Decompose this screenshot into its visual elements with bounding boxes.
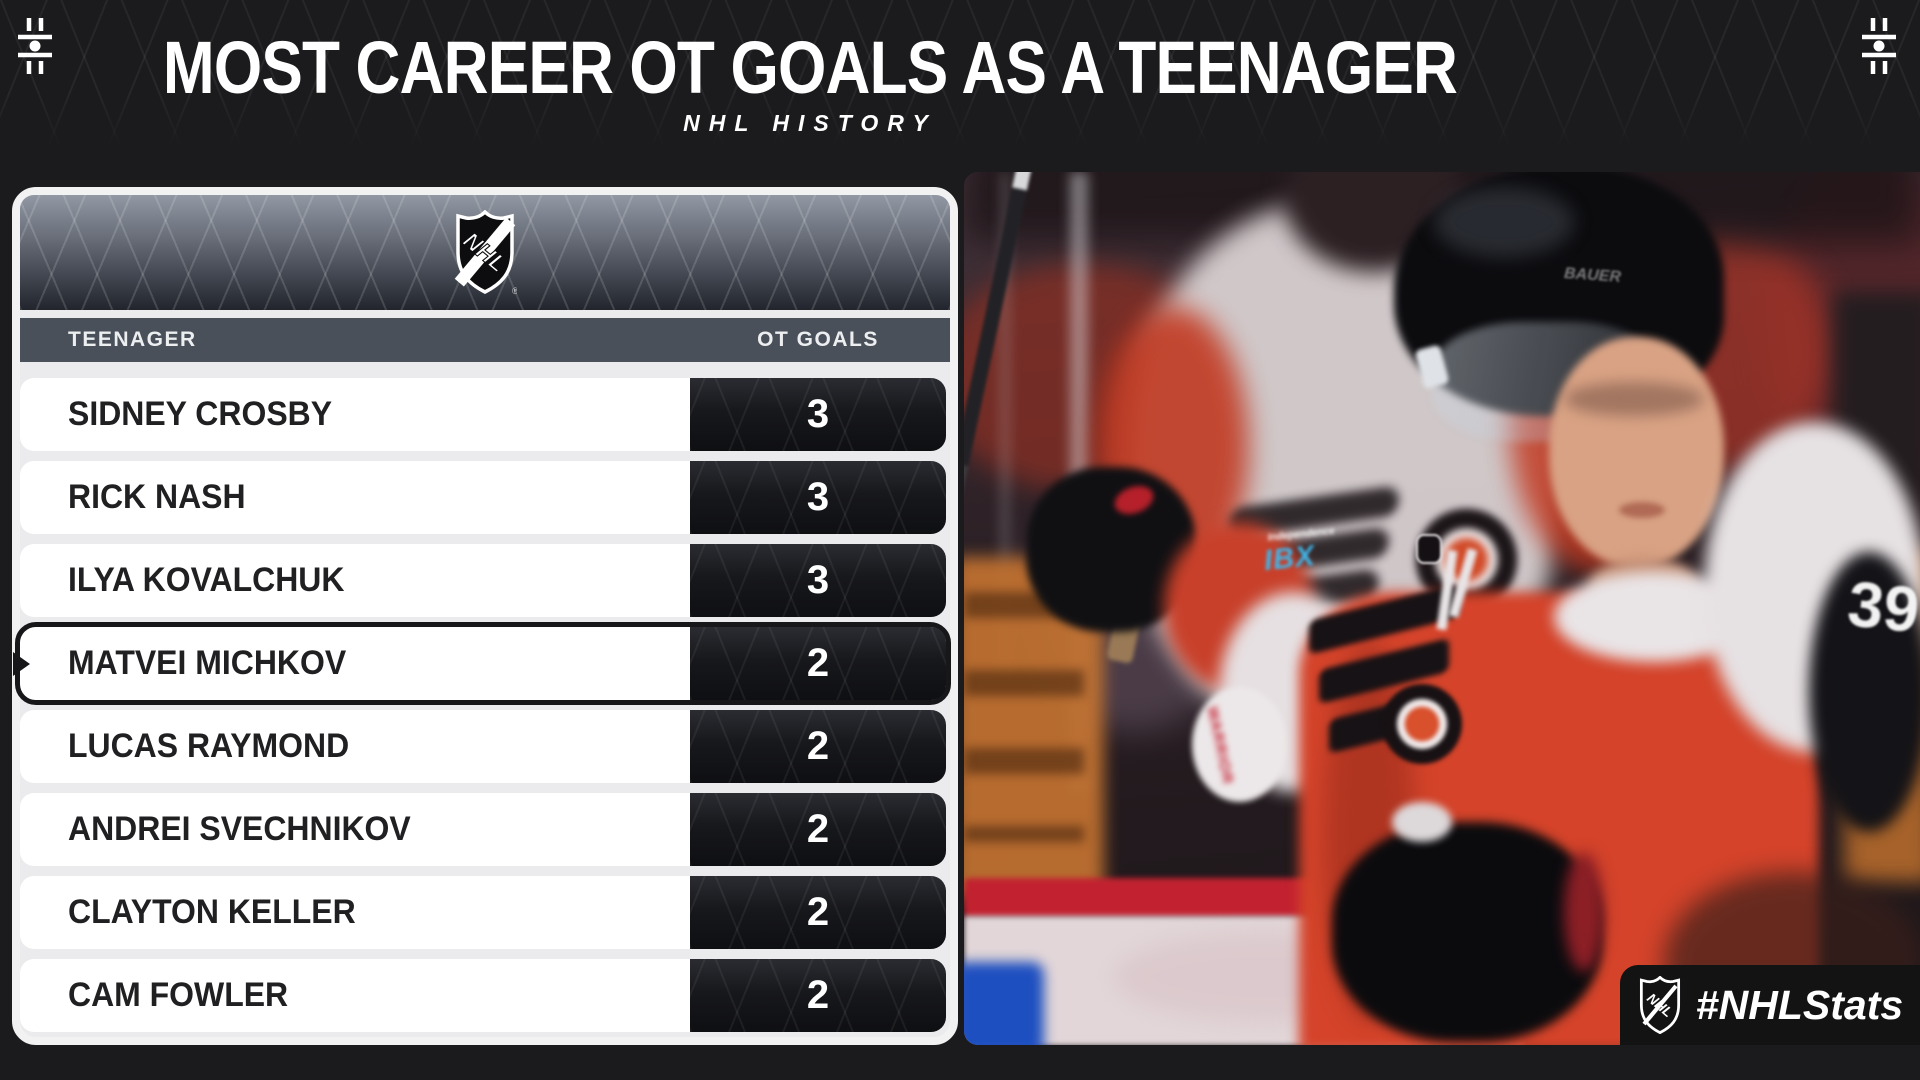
glove-brand-text: WARRIOR	[1203, 705, 1237, 787]
table-header-panel: NHL ®	[20, 195, 950, 310]
player-name-cell: MATVEI MICHKOV	[20, 627, 690, 700]
player-name-cell: SIDNEY CROSBY	[20, 378, 690, 451]
ot-goals-cell: 2	[690, 793, 946, 866]
nhl-logo-icon: NHL ®	[454, 209, 517, 296]
table-row: LUCAS RAYMOND 2	[20, 710, 946, 783]
ot-goals-cell: 3	[690, 461, 946, 534]
helmet-shine	[1434, 187, 1574, 257]
page-subtitle: NHL HISTORY	[683, 110, 937, 136]
player-name-cell: LUCAS RAYMOND	[20, 710, 690, 783]
table-row: CLAYTON KELLER 2	[20, 876, 946, 949]
ot-goals-cell: 2	[690, 876, 946, 949]
ot-goals-cell: 2	[690, 710, 946, 783]
player-name-cell: CLAYTON KELLER	[20, 876, 690, 949]
rink-ad-text-blur	[964, 592, 1084, 842]
helmet-brand-text: BAUER	[1563, 265, 1622, 286]
player-name-cell: CAM FOWLER	[20, 959, 690, 1032]
face-shadow	[1564, 382, 1704, 416]
table-row: SIDNEY CROSBY 3	[20, 378, 946, 451]
nhlstats-badge: NHL #NHLStats	[1620, 965, 1920, 1045]
chest-logo-circle	[1382, 684, 1462, 764]
sleeve-black-band	[1809, 552, 1920, 832]
player-name-cell: ANDREI SVECHNIKOV	[20, 793, 690, 866]
ot-goals-cell: 3	[690, 378, 946, 451]
ot-goals-cell: 3	[690, 544, 946, 617]
badge-label: #NHLStats	[1695, 981, 1904, 1028]
lips	[1619, 502, 1665, 518]
player-photo: WARRIOR Independence IBX BAUER 39	[964, 172, 1920, 1045]
table-row: ILYA KOVALCHUK 3	[20, 544, 946, 617]
patch-label-text: IBX	[1262, 539, 1317, 578]
player-name-cell: ILYA KOVALCHUK	[20, 544, 690, 617]
nhl-shield-outline-icon: NHL	[1639, 976, 1680, 1034]
column-header-player: TEENAGER	[68, 328, 197, 351]
glass-stanchion	[1000, 172, 1010, 672]
boards-blue-segment	[964, 962, 1044, 1045]
page-title: MOST CAREER OT GOALS AS A TEENAGER	[162, 26, 1458, 109]
trademark-symbol: ®	[512, 286, 517, 296]
jersey-patch: Independence IBX	[1262, 526, 1367, 587]
masthead: MOST CAREER OT GOALS AS A TEENAGER NHL H…	[0, 0, 1620, 137]
lower-glove-cuff	[1392, 802, 1452, 842]
table-rows: SIDNEY CROSBY 3 RICK NASH 3 ILYA KOVALCH…	[15, 378, 951, 1032]
table-row: CAM FOWLER 2	[20, 959, 946, 1032]
player-name-cell: RICK NASH	[20, 461, 690, 534]
column-header-bar: TEENAGER OT GOALS	[20, 318, 950, 362]
lower-glove	[1332, 822, 1602, 1042]
lower-glove-trim	[1564, 852, 1604, 972]
faceoff-mark-icon	[18, 18, 52, 79]
glove-cuff: WARRIOR	[1192, 687, 1287, 802]
collar-nhl-shield	[1416, 534, 1442, 564]
table-row: MATVEI MICHKOV 2	[15, 622, 951, 705]
column-header-goals: OT GOALS	[757, 328, 879, 351]
face	[1549, 337, 1724, 567]
diamond-pattern-band	[0, 0, 1920, 150]
ot-goals-cell: 2	[690, 627, 946, 700]
ot-goals-cell: 2	[690, 959, 946, 1032]
table-row: RICK NASH 3	[20, 461, 946, 534]
stats-table-card: NHL ® TEENAGER OT GOALS SIDNEY CROSBY 3 …	[12, 187, 958, 1045]
jersey-number-text: 39	[1844, 567, 1920, 647]
faceoff-mark-icon	[1862, 18, 1896, 79]
table-row: ANDREI SVECHNIKOV 2	[20, 793, 946, 866]
